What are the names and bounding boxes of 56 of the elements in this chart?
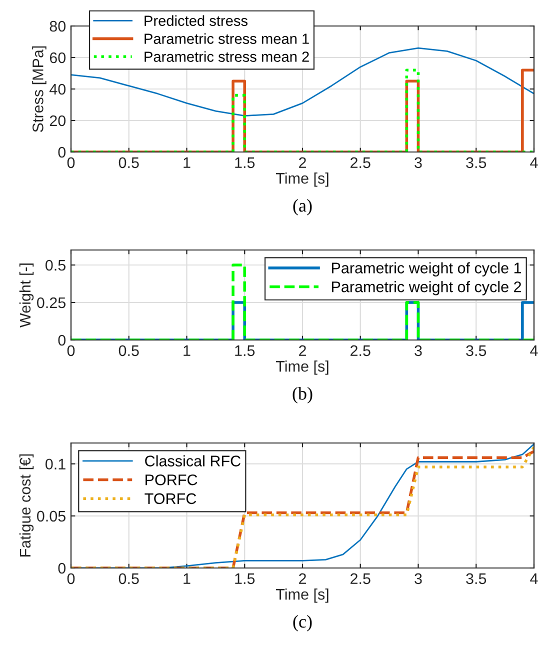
y-tick-label: 0.25 bbox=[37, 297, 66, 308]
x-tick-label: 3.5 bbox=[466, 157, 486, 168]
x-tick-label: 2 bbox=[299, 157, 306, 168]
legend-label: Parametric weight of cycle 2 bbox=[332, 281, 522, 296]
y-axis-title: Stress [MPa] bbox=[32, 46, 46, 132]
x-tick-label: 2.5 bbox=[350, 157, 370, 168]
x-axis-title: Time [s] bbox=[276, 172, 328, 187]
y-tick-label: 60 bbox=[50, 52, 66, 64]
y-tick-label: 40 bbox=[50, 84, 66, 95]
y-tick-label: 0.1 bbox=[46, 458, 66, 470]
y-axis-title: Weight [-] bbox=[19, 264, 34, 328]
x-tick-label: 0 bbox=[67, 573, 75, 584]
y-tick-label: 0 bbox=[58, 334, 66, 346]
x-tick-label: 3.5 bbox=[466, 573, 486, 584]
legend-label: Parametric stress mean 1 bbox=[144, 33, 309, 44]
legend-label: Classical RFC bbox=[145, 455, 241, 466]
legend-label: PORFC bbox=[146, 474, 198, 486]
y-tick-label: 20 bbox=[50, 115, 66, 126]
x-tick-label: 0.5 bbox=[118, 157, 139, 168]
x-tick-label: 1 bbox=[184, 157, 190, 168]
y-tick-label: 0.5 bbox=[46, 260, 66, 271]
text: (c) bbox=[293, 615, 312, 632]
legend-label: Parametric stress mean 2 bbox=[144, 51, 309, 62]
x-axis-title: Time [s] bbox=[276, 588, 328, 603]
x-tick-label: 4 bbox=[530, 345, 538, 356]
y-tick-label: 80 bbox=[50, 20, 66, 32]
x-tick-label: 1.5 bbox=[235, 157, 255, 168]
legend-label: Predicted stress bbox=[144, 15, 248, 26]
y-tick-label: 0 bbox=[58, 146, 66, 158]
y-tick-label: 0 bbox=[58, 562, 66, 574]
x-tick-label: 0 bbox=[67, 345, 75, 356]
x-tick-label: 3 bbox=[414, 573, 422, 584]
x-tick-label: 1.5 bbox=[235, 573, 255, 584]
x-tick-label: 1 bbox=[184, 573, 190, 584]
x-tick-label: 4 bbox=[530, 573, 538, 584]
x-tick-label: 0.5 bbox=[118, 345, 139, 356]
legend-label: Parametric weight of cycle 1 bbox=[332, 262, 522, 276]
x-axis-title: Time [s] bbox=[276, 360, 328, 375]
x-tick-label: 2.5 bbox=[350, 345, 370, 356]
x-tick-label: 2 bbox=[299, 345, 306, 356]
x-tick-label: 2.5 bbox=[350, 573, 370, 584]
x-tick-label: 3.5 bbox=[466, 345, 486, 356]
x-tick-label: 1 bbox=[184, 345, 190, 356]
x-tick-label: 0 bbox=[67, 157, 75, 168]
x-tick-label: 4 bbox=[530, 157, 538, 168]
x-tick-label: 2 bbox=[299, 573, 306, 584]
text: (a) bbox=[293, 199, 312, 216]
x-tick-label: 1.5 bbox=[235, 345, 255, 356]
legend-label: TORFC bbox=[144, 493, 196, 504]
x-tick-label: 3 bbox=[414, 157, 422, 168]
y-axis-title: Fatigue cost [€] bbox=[19, 454, 34, 556]
line-series bbox=[71, 47, 534, 116]
text: (b) bbox=[292, 387, 312, 404]
x-tick-label: 0.5 bbox=[118, 573, 139, 584]
y-tick-label: 0.05 bbox=[37, 510, 66, 522]
x-tick-label: 3 bbox=[414, 345, 422, 356]
